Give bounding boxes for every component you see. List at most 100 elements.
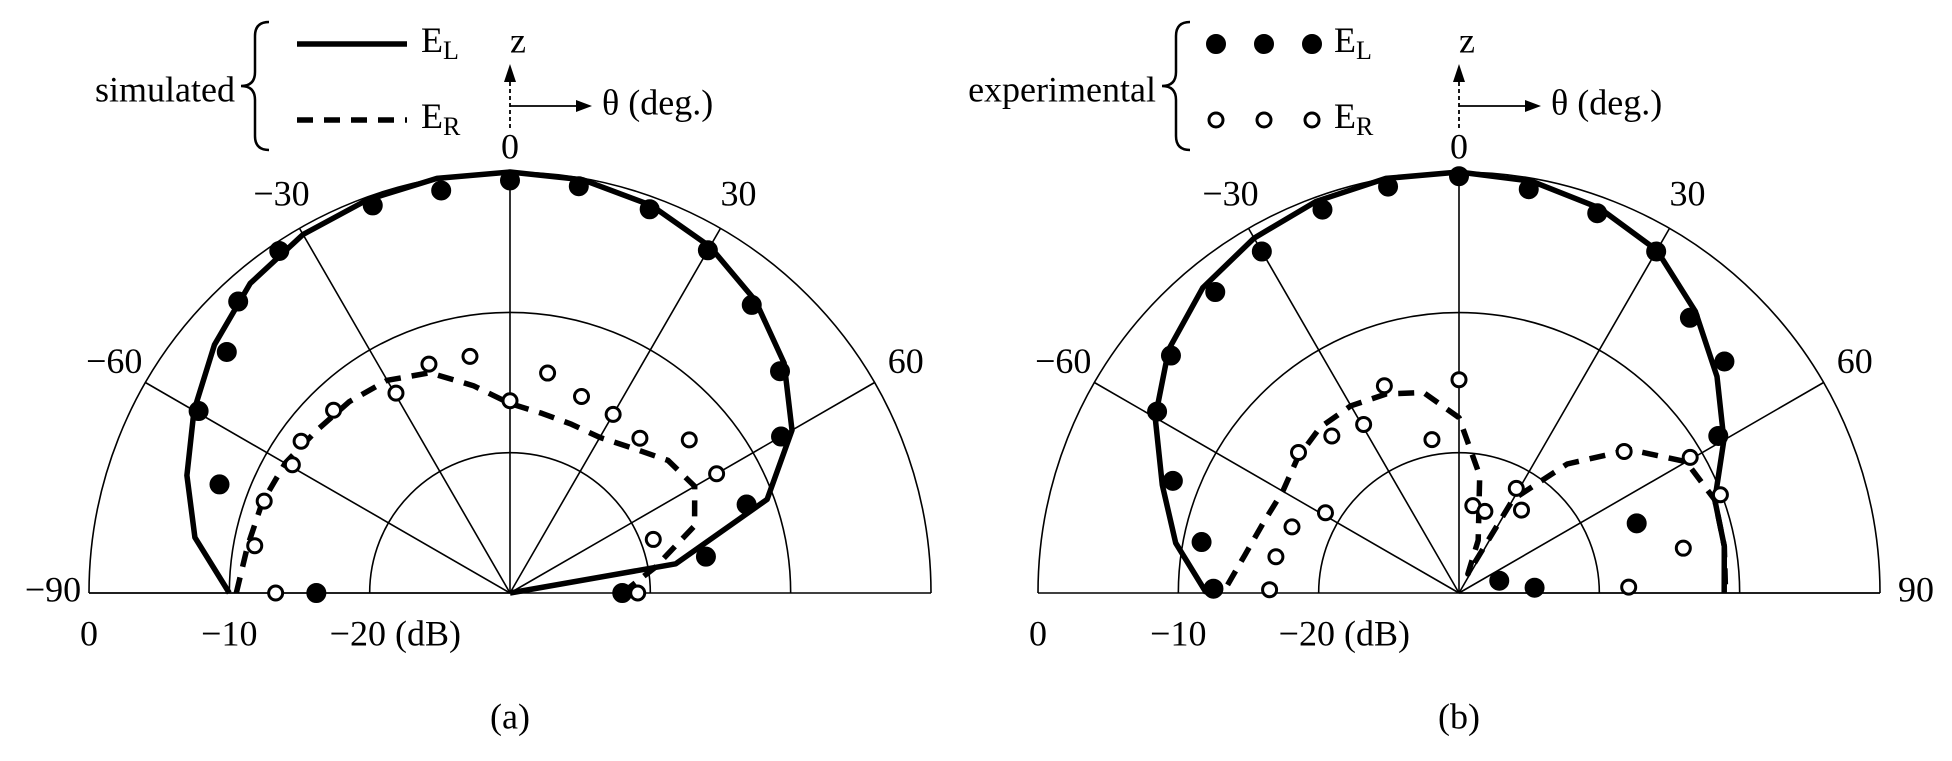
data-point [1323, 427, 1341, 445]
data-point [1518, 179, 1539, 200]
data-point [644, 530, 662, 548]
data-point [228, 291, 249, 312]
data-point [697, 240, 718, 261]
r-tick-label: −20 (dB) [330, 613, 461, 653]
legend-swatch [1303, 111, 1321, 129]
legend-entry: ER [1334, 96, 1374, 141]
data-point [568, 176, 589, 197]
data-point [1191, 532, 1212, 553]
grid-spoke [298, 228, 511, 594]
legend-swatch [1207, 111, 1225, 129]
data-point [639, 199, 660, 220]
data-point [1512, 501, 1530, 519]
data-point [1205, 281, 1226, 302]
z-arrow-head [504, 64, 516, 82]
legend-brace [1161, 20, 1191, 152]
data-point [188, 401, 209, 422]
data-point [708, 465, 726, 483]
data-point [267, 584, 285, 602]
data-point [1626, 513, 1647, 534]
legend-swatch [1254, 34, 1274, 54]
theta-tick-label: −90 [25, 569, 81, 609]
data-point [1507, 479, 1525, 497]
data-point [1674, 539, 1692, 557]
data-point [1316, 504, 1334, 522]
data-point [1615, 442, 1633, 460]
r-tick-label: −10 [1150, 613, 1206, 653]
r-tick-label: −20 (dB) [1279, 613, 1410, 653]
pattern-line [1225, 389, 1729, 594]
theta-arrow-head [576, 100, 592, 112]
data-point [306, 583, 327, 603]
data-point [362, 195, 383, 216]
legend-swatch [1302, 34, 1322, 54]
legend-brace [240, 20, 270, 152]
data-point [629, 584, 647, 602]
legend-entry: EL [1334, 20, 1372, 65]
data-point [604, 405, 622, 423]
data-point [1450, 371, 1468, 389]
z-label: z [1459, 20, 1475, 60]
data-point [292, 432, 310, 450]
theta-tick-label: 0 [1450, 126, 1468, 166]
data-point [1476, 502, 1494, 520]
legend-entry: EL [421, 20, 459, 65]
z-arrow-head [1453, 64, 1465, 82]
data-point [1711, 486, 1729, 504]
theta-arrow-head [1525, 100, 1541, 112]
theta-tick-label: −60 [86, 341, 142, 381]
data-point [1489, 570, 1510, 591]
theta-tick-label: −30 [1202, 173, 1258, 213]
data-point [539, 364, 557, 382]
data-point [1620, 578, 1638, 596]
data-point [680, 431, 698, 449]
data-point [1714, 351, 1735, 372]
data-point [500, 170, 520, 191]
panel-label: (a) [490, 696, 530, 736]
data-point [1449, 166, 1469, 187]
r-tick-label: 0 [80, 613, 98, 653]
data-point [269, 240, 290, 261]
r-tick-label: −10 [201, 613, 257, 653]
data-point [325, 401, 343, 419]
data-point [1679, 307, 1700, 328]
data-point [1708, 425, 1729, 446]
theta-label: θ (deg.) [1551, 82, 1662, 122]
theta-label: θ (deg.) [602, 82, 713, 122]
data-point [387, 384, 405, 402]
legend-swatch [1255, 111, 1273, 129]
panel-label: (b) [1438, 696, 1480, 736]
legend-swatch [1206, 34, 1226, 54]
theta-tick-label: 60 [1837, 341, 1873, 381]
data-point [246, 537, 264, 555]
data-point [695, 546, 716, 567]
data-point [1261, 581, 1279, 599]
legend-entry: ER [421, 96, 461, 141]
z-label: z [510, 20, 526, 60]
theta-tick-label: 30 [1670, 173, 1706, 213]
data-point [501, 392, 519, 410]
data-point [1375, 377, 1393, 395]
theta-tick-label: 60 [888, 341, 924, 381]
data-point [1587, 203, 1608, 224]
data-point [1378, 176, 1399, 197]
data-point [1524, 577, 1545, 598]
theta-tick-label: −60 [1035, 341, 1091, 381]
r-tick-label: 0 [1029, 613, 1047, 653]
pattern-line [233, 370, 698, 596]
data-point [1312, 199, 1333, 220]
legend-label: simulated [95, 69, 235, 109]
data-point [1290, 443, 1308, 461]
data-point [420, 355, 438, 373]
legend-label: experimental [968, 69, 1156, 109]
data-point [1681, 448, 1699, 466]
data-point [431, 180, 452, 201]
data-point [736, 494, 757, 515]
data-point [1203, 578, 1224, 599]
data-point [1355, 415, 1373, 433]
pattern-line [184, 169, 795, 596]
data-point [461, 347, 479, 365]
data-point [631, 429, 649, 447]
